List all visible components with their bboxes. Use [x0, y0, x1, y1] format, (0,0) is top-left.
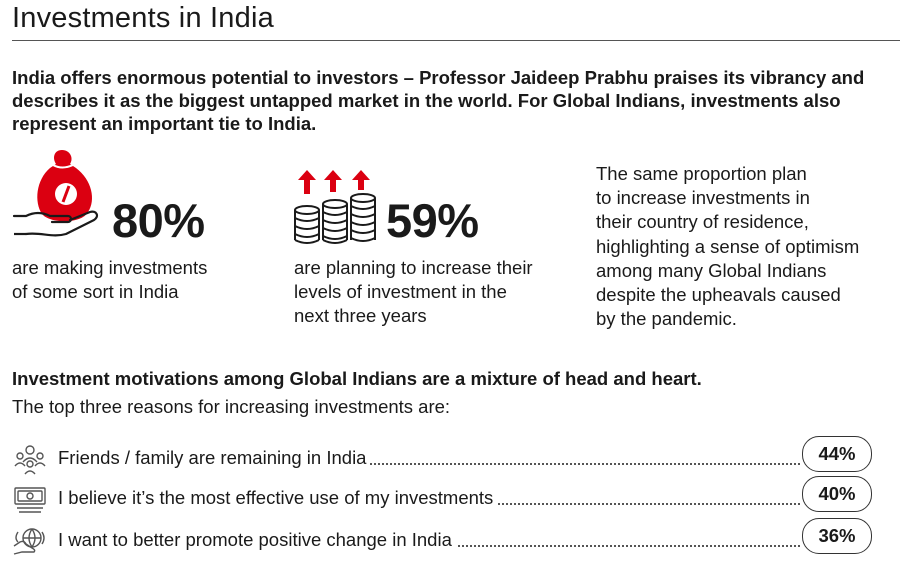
motivation-row: I want to better promote positive change…: [12, 518, 872, 558]
money-bag-hand-icon: [12, 150, 99, 237]
side-note-line: The same proportion plan: [596, 163, 807, 184]
motivation-row: Friends / family are remaining in India …: [12, 436, 872, 476]
motivations-subheading: The top three reasons for increasing inv…: [12, 396, 451, 417]
side-note-line: by the pandemic.: [596, 308, 737, 330]
stat-59-line: levels of investment in the: [294, 281, 507, 302]
page-title: Investments in India: [12, 2, 274, 34]
motivation-label: Friends / family are remaining in India: [58, 447, 371, 469]
stat-80-icon-wrap: [12, 146, 112, 246]
stat-80-line: of some sort in India: [12, 281, 179, 302]
side-note-line: among many Global Indians: [596, 259, 827, 281]
side-note-line: their country of residence,: [596, 211, 809, 233]
stat-59-text: are planning to increase their levels of…: [294, 256, 533, 328]
stat-80-value: 80%: [112, 194, 205, 247]
percent-badge: 36%: [802, 518, 872, 554]
stat-80-text: are making investments of some sort in I…: [12, 256, 207, 304]
title-divider: [12, 40, 900, 41]
side-note-line: to increase investments in: [596, 187, 810, 209]
motivations-heading: Investment motivations among Global Indi…: [12, 368, 702, 389]
motivation-label: I want to better promote positive change…: [58, 529, 456, 551]
rising-coins-icon: [294, 170, 376, 244]
motivation-row: I believe it’s the most effective use of…: [12, 476, 872, 516]
banknote-icon: [14, 487, 46, 513]
stat-59-line: next three years: [294, 305, 427, 326]
stat-59-icon-wrap: [290, 170, 380, 246]
people-icon: [14, 445, 46, 475]
side-note-line: despite the upheavals caused: [596, 284, 841, 306]
intro-paragraph: India offers enormous potential to inves…: [12, 67, 865, 134]
dotted-leader: [58, 463, 800, 465]
motivation-label: I believe it’s the most effective use of…: [58, 487, 498, 509]
stat-59-line: are planning to increase their: [294, 257, 533, 278]
side-note: The same proportion plan to increase inv…: [596, 162, 859, 331]
globe-hand-icon: [13, 528, 45, 555]
percent-badge: 40%: [802, 476, 872, 512]
stat-59-value: 59%: [386, 194, 479, 247]
side-note-line: highlighting a sense of optimism: [596, 235, 860, 257]
stat-80-line: are making investments: [12, 257, 208, 278]
percent-badge: 44%: [802, 436, 872, 472]
